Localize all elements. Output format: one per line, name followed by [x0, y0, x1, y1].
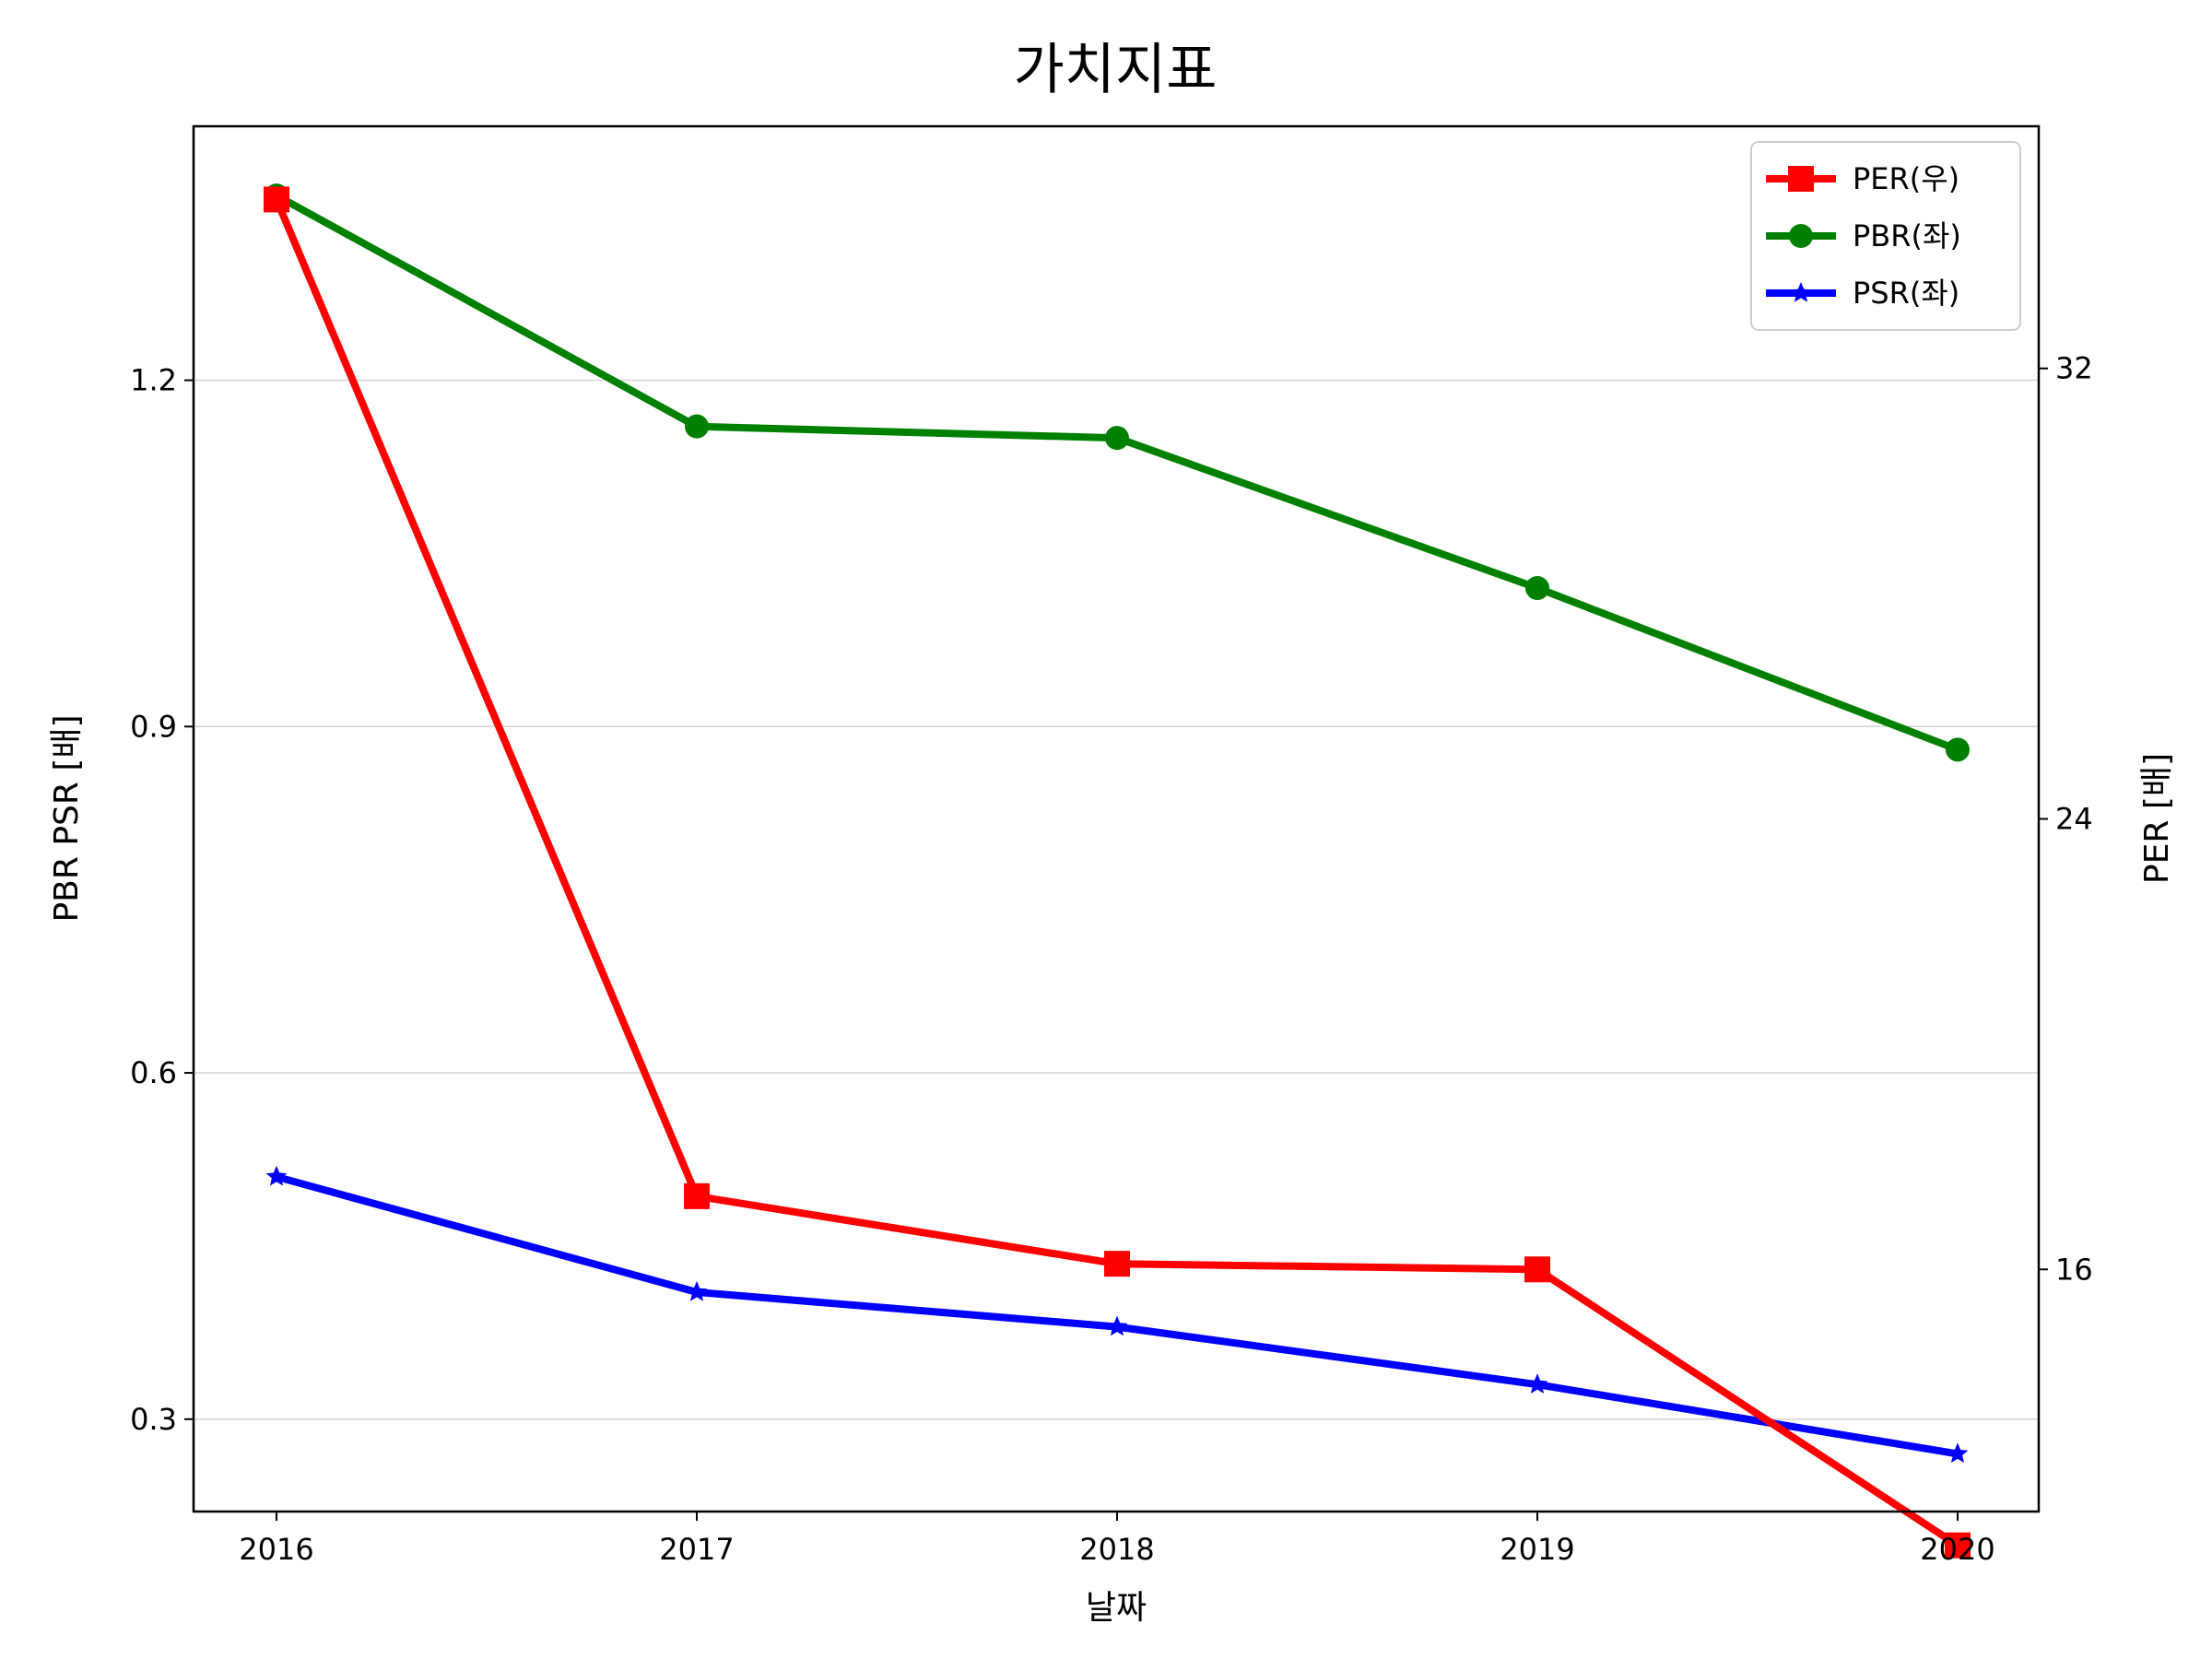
left-y-axis-label: PBR PSR [배] [48, 714, 86, 922]
legend-marker-pbr [1789, 224, 1813, 248]
x-axis-ticks: 2016 2017 2018 2019 2020 [239, 1512, 1995, 1567]
data-point-per [264, 186, 289, 213]
left-y-tick-label: 0.6 [130, 1055, 177, 1090]
series-lines [273, 192, 1960, 1549]
plot-area-frame [192, 124, 2041, 1513]
legend-label-per: PER(우) [1853, 161, 1959, 196]
series-line-psr [275, 1172, 1959, 1458]
series-line-per [273, 197, 1960, 1549]
x-tick-label: 2019 [1500, 1532, 1574, 1567]
data-point-psr [1526, 1373, 1548, 1394]
right-y-axis-ticks: 16 24 32 [2039, 351, 2093, 1287]
data-point-per [1104, 1251, 1130, 1277]
x-tick-label: 2018 [1079, 1532, 1154, 1567]
x-axis-label: 날짜 [1086, 1589, 1147, 1627]
data-point-per [684, 1182, 710, 1209]
right-y-tick-label: 16 [2055, 1252, 2093, 1287]
series-line-pbr [275, 192, 1959, 754]
data-point-psr [1106, 1315, 1128, 1336]
legend-box [1750, 141, 2021, 331]
data-point-pbr [1105, 426, 1129, 451]
left-y-tick-label: 0.3 [130, 1402, 177, 1437]
legend: PER(우) PBR(좌) PSR(좌) [1750, 141, 2021, 331]
data-point-psr [1947, 1442, 1969, 1464]
data-point-psr [686, 1281, 708, 1301]
right-y-tick-label: 32 [2055, 351, 2093, 386]
data-point-per [1945, 1532, 1971, 1559]
data-point-psr [265, 1165, 288, 1186]
data-point-pbr [685, 414, 709, 439]
chart-title: 가치지표 [1014, 38, 1218, 102]
right-y-tick-label: 24 [2055, 802, 2093, 837]
data-point-pbr [1525, 576, 1549, 600]
legend-marker-psr [1790, 282, 1812, 302]
legend-marker-per [1788, 166, 1814, 192]
legend-label-pbr: PBR(좌) [1853, 218, 1961, 253]
series-markers [264, 183, 1971, 1559]
data-point-per [1524, 1256, 1550, 1283]
left-y-tick-label: 1.2 [130, 363, 177, 398]
legend-label-psr: PSR(좌) [1853, 276, 1959, 311]
data-point-pbr [1946, 737, 1970, 762]
x-tick-label: 2017 [659, 1532, 734, 1567]
x-tick-label: 2016 [239, 1532, 313, 1567]
x-tick-label: 2020 [1920, 1532, 1994, 1567]
left-y-axis-ticks: 0.3 0.6 0.9 1.2 [130, 363, 194, 1437]
left-y-tick-label: 0.9 [130, 709, 177, 744]
right-y-axis-label: PER [배] [2138, 753, 2176, 884]
